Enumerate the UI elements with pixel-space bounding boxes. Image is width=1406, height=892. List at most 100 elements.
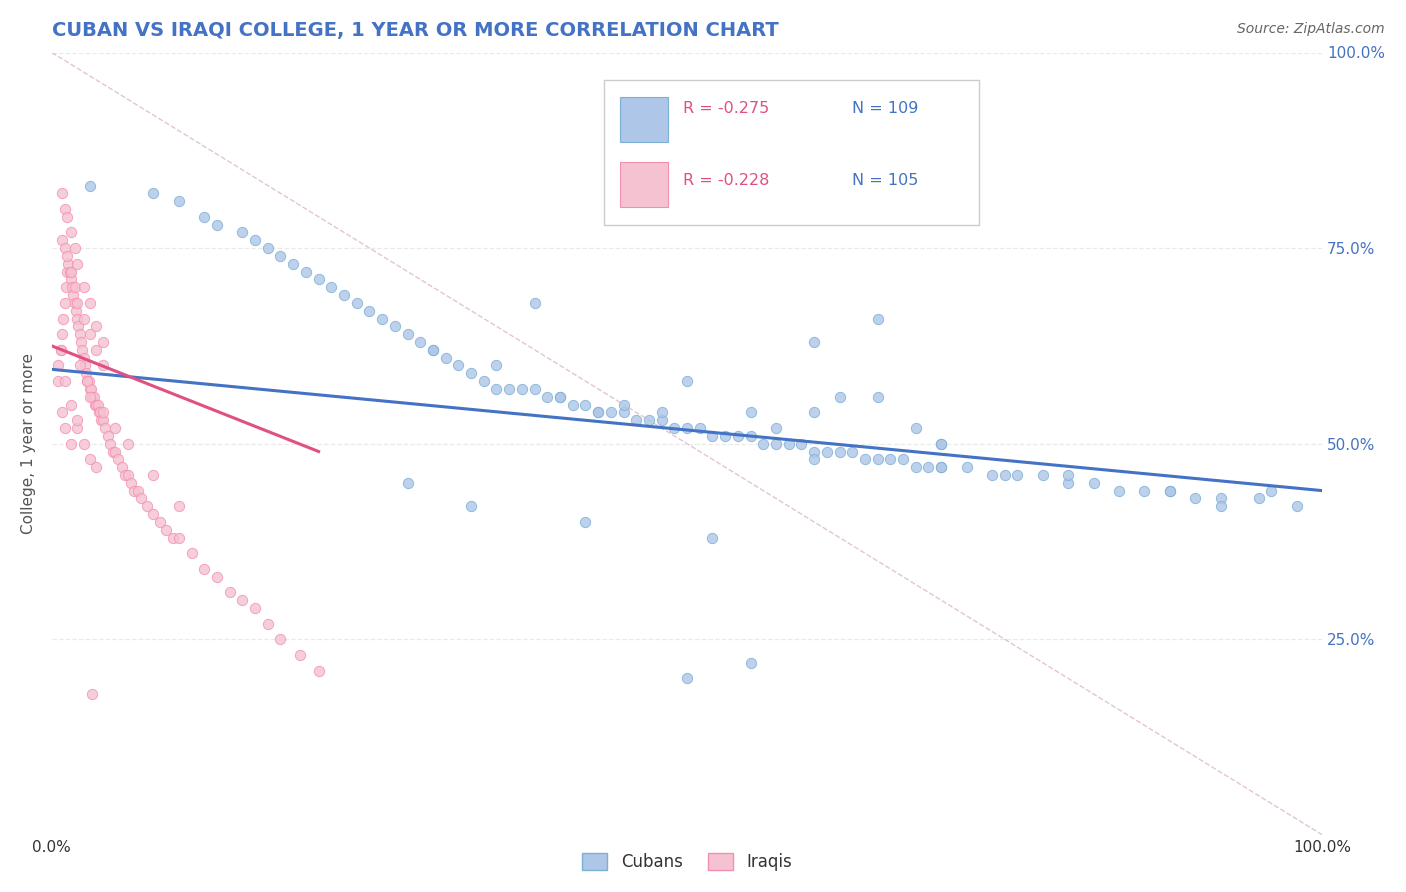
Point: [676, 374, 699, 388]
Point: [1032, 467, 1054, 482]
Point: [740, 429, 762, 443]
Point: [91, 405, 114, 419]
Point: [917, 460, 939, 475]
Point: [193, 562, 215, 576]
Point: [727, 429, 749, 443]
Point: [205, 218, 228, 232]
Point: [53, 296, 76, 310]
Point: [243, 601, 266, 615]
Point: [63, 241, 86, 255]
Point: [523, 296, 546, 310]
Point: [101, 444, 124, 458]
Point: [803, 334, 825, 349]
Point: [72, 280, 94, 294]
Point: [1133, 483, 1156, 498]
Point: [803, 405, 825, 419]
Point: [69, 359, 91, 373]
Point: [904, 460, 927, 475]
Point: [59, 226, 82, 240]
Point: [167, 194, 190, 209]
Point: [49, 343, 72, 357]
Point: [714, 429, 737, 443]
Point: [91, 413, 114, 427]
Point: [66, 421, 89, 435]
Point: [1057, 467, 1080, 482]
Point: [460, 500, 482, 514]
Point: [689, 421, 711, 435]
Point: [72, 436, 94, 450]
Point: [1285, 500, 1308, 514]
Point: [256, 616, 278, 631]
Point: [548, 390, 571, 404]
Point: [396, 475, 419, 490]
Point: [72, 343, 94, 357]
Point: [256, 241, 278, 255]
Point: [155, 523, 177, 537]
Point: [180, 546, 202, 560]
Point: [765, 436, 787, 450]
Point: [82, 687, 104, 701]
Point: [904, 421, 927, 435]
Point: [72, 351, 94, 365]
Point: [815, 444, 838, 458]
Point: [447, 359, 470, 373]
Point: [676, 421, 699, 435]
Point: [1247, 491, 1270, 506]
Point: [117, 467, 139, 482]
Point: [79, 178, 101, 193]
Point: [288, 648, 311, 662]
Point: [120, 475, 142, 490]
Point: [70, 334, 93, 349]
Point: [79, 452, 101, 467]
Point: [853, 452, 876, 467]
Point: [67, 319, 90, 334]
Point: [111, 460, 134, 475]
Point: [76, 374, 98, 388]
Point: [66, 311, 89, 326]
Point: [66, 296, 89, 310]
Point: [803, 452, 825, 467]
Point: [485, 359, 508, 373]
Point: [638, 413, 661, 427]
Point: [84, 398, 107, 412]
Point: [702, 429, 724, 443]
Point: [548, 390, 571, 404]
Point: [651, 405, 673, 419]
Point: [63, 296, 86, 310]
Point: [879, 452, 901, 467]
Point: [586, 405, 609, 419]
Point: [218, 585, 240, 599]
Point: [142, 467, 165, 482]
Point: [51, 233, 73, 247]
Point: [83, 390, 105, 404]
Point: [1083, 475, 1105, 490]
Point: [84, 460, 107, 475]
Point: [472, 374, 495, 388]
Point: [1209, 500, 1232, 514]
Point: [56, 264, 79, 278]
Point: [53, 374, 76, 388]
Point: [84, 398, 107, 412]
Bar: [620, 97, 668, 143]
Point: [498, 382, 520, 396]
Point: [765, 421, 787, 435]
Point: [561, 398, 583, 412]
Point: [929, 460, 952, 475]
Point: [359, 303, 381, 318]
Text: CUBAN VS IRAQI COLLEGE, 1 YEAR OR MORE CORRELATION CHART: CUBAN VS IRAQI COLLEGE, 1 YEAR OR MORE C…: [52, 21, 779, 40]
Point: [396, 327, 419, 342]
Point: [1184, 491, 1206, 506]
Point: [84, 319, 107, 334]
Point: [124, 483, 146, 498]
Point: [866, 452, 889, 467]
Point: [66, 257, 89, 271]
Point: [994, 467, 1017, 482]
Point: [599, 405, 621, 419]
Point: [59, 264, 82, 278]
Point: [51, 405, 73, 419]
Point: [63, 280, 86, 294]
Point: [107, 452, 129, 467]
Point: [929, 460, 952, 475]
Point: [86, 398, 108, 412]
Point: [91, 359, 114, 373]
